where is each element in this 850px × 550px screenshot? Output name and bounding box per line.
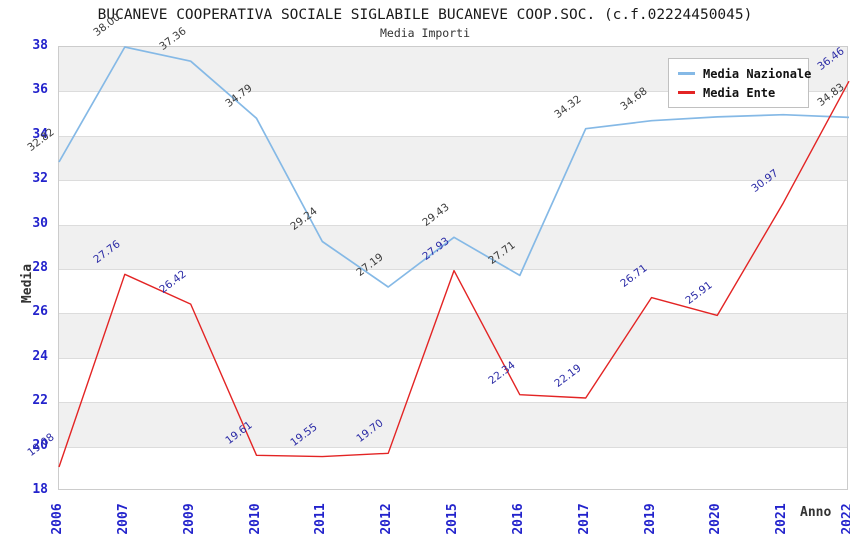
legend-item-media-nazionale: Media Nazionale [678, 64, 811, 83]
chart-title: BUCANEVE COOPERATIVA SOCIALE SIGLABILE B… [97, 7, 753, 23]
x-tick-label: 2022 [840, 503, 850, 535]
y-axis-title: Media [20, 263, 36, 304]
series-line-media-nazionale [58, 46, 850, 288]
y-tick-label: 24 [32, 348, 48, 364]
y-tick-label: 28 [32, 260, 48, 275]
gridline [59, 402, 847, 403]
y-tick-label: 32 [32, 171, 48, 187]
x-tick-label: 2020 [708, 503, 724, 535]
legend-label: Media Ente [703, 85, 776, 100]
x-tick-label: 2006 [50, 503, 65, 535]
legend-label: Media Nazionale [703, 66, 812, 81]
x-tick-label: 2021 [774, 503, 790, 535]
x-tick-label: 2011 [313, 503, 329, 535]
plot-area [58, 46, 850, 490]
gridline [59, 180, 847, 181]
series-lines [58, 46, 850, 468]
x-tick-label: 2007 [115, 503, 131, 535]
y-tick-label: 22 [32, 393, 48, 409]
x-tick-label: 2019 [642, 503, 658, 535]
y-tick-label: 36 [32, 82, 48, 98]
gridline [59, 447, 847, 448]
gridline [59, 313, 847, 314]
x-tick-label: 2012 [379, 503, 395, 535]
gridline [59, 358, 847, 359]
x-tick-label: 2009 [181, 503, 197, 535]
y-tick-label: 38 [32, 38, 48, 53]
x-tick-label: 2016 [510, 503, 526, 535]
shaded-band [59, 135, 847, 181]
gridline [59, 91, 847, 92]
y-tick-label: 30 [32, 215, 48, 231]
x-tick-label: 2010 [247, 503, 263, 535]
series-line-media-ente [58, 80, 850, 468]
shaded-band [59, 224, 847, 269]
legend-box: Media Nazionale Media Ente [668, 58, 811, 108]
x-tick-label: 2015 [445, 503, 460, 535]
media-nazionale-line-swatch [678, 72, 695, 75]
y-tick-label: 20 [32, 437, 48, 453]
x-axis-title: Anno [800, 505, 832, 520]
y-tick-label: 34 [32, 126, 48, 142]
legend-item-media-ente: Media Ente [678, 83, 799, 102]
y-tick-label: 18 [32, 482, 48, 497]
shaded-band [59, 313, 847, 358]
media-ente-line-swatch [678, 91, 695, 94]
gridline [59, 136, 847, 137]
gridline [59, 225, 847, 226]
y-tick-label: 26 [32, 304, 48, 320]
chart-subtitle: Media Importi [379, 26, 470, 40]
x-tick-label: 2017 [576, 503, 592, 535]
gridline [59, 269, 847, 270]
shaded-band [59, 402, 847, 447]
